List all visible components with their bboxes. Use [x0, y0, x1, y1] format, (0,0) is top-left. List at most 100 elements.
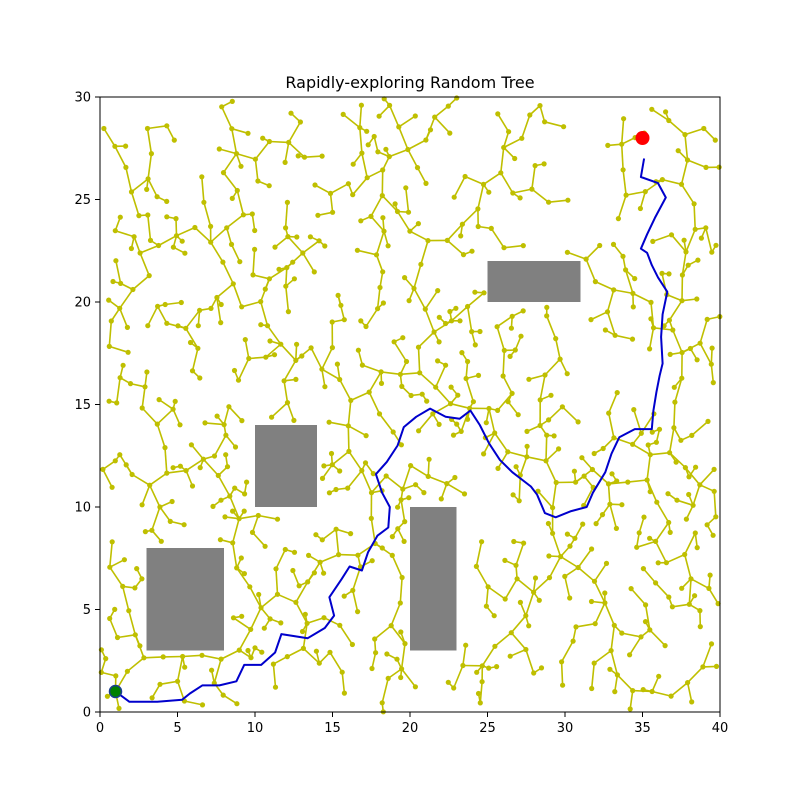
tree-node	[167, 518, 173, 525]
tree-node	[536, 597, 542, 603]
path-line	[114, 158, 669, 703]
tree-node	[695, 257, 701, 263]
tree-node	[385, 675, 391, 682]
tree-edge	[389, 148, 409, 158]
tree-node	[647, 489, 653, 495]
tree-edge	[287, 236, 304, 254]
tree-edge	[575, 622, 596, 628]
tree-node	[591, 450, 597, 457]
tree-node	[291, 549, 298, 555]
tree-edge	[341, 672, 346, 694]
tree-node	[117, 452, 123, 458]
tree-node	[403, 358, 410, 365]
tree-node	[438, 496, 444, 502]
tree-edge	[402, 465, 412, 490]
y-axis: 0 5 10 15 20 25 30	[74, 91, 100, 721]
tree-edge	[699, 319, 708, 344]
tree-edge	[708, 587, 719, 605]
tree-edge	[467, 292, 485, 308]
tree-edge	[115, 260, 122, 284]
tree-node	[408, 463, 414, 469]
tree-node	[479, 679, 485, 685]
tree-node	[156, 242, 162, 249]
tree-node	[345, 181, 351, 187]
tree-node	[286, 139, 292, 145]
tree-node	[248, 626, 254, 633]
tree-node	[234, 187, 240, 194]
tree-edge	[251, 213, 256, 231]
tree-node	[230, 281, 236, 287]
tree-node	[619, 502, 625, 508]
tree-node	[567, 543, 573, 549]
tree-node	[208, 223, 214, 229]
tree-edge	[548, 406, 563, 421]
tree-node	[688, 576, 694, 582]
tree-node	[329, 319, 335, 325]
tree-node	[98, 669, 104, 676]
tree-edge	[285, 286, 290, 312]
tree-edge	[304, 155, 323, 158]
tree-edge	[156, 305, 168, 324]
tree-edge	[272, 664, 277, 688]
tree-node	[127, 381, 134, 387]
tree-node	[518, 333, 524, 339]
tree-edge	[604, 602, 616, 626]
tree-edge	[672, 603, 690, 608]
tree-node	[284, 265, 290, 271]
tree-edge	[236, 567, 251, 588]
tree-node	[369, 665, 375, 672]
tree-edge	[283, 380, 289, 403]
obstacle	[487, 261, 581, 302]
tree-node	[612, 332, 618, 338]
tree-node	[126, 608, 132, 614]
tree-edge	[670, 234, 687, 253]
tree-edge	[361, 152, 368, 178]
tree-edge	[585, 258, 597, 282]
tree-node	[397, 600, 403, 606]
tree-edge	[147, 153, 153, 180]
tree-node	[373, 650, 379, 656]
tree-node	[573, 624, 579, 630]
tree-node	[649, 429, 655, 435]
tree-edge	[639, 191, 647, 209]
tree-node	[461, 491, 468, 497]
tree-node	[308, 345, 314, 351]
tree-node	[266, 183, 272, 189]
tree-node	[120, 362, 126, 368]
x-tick-label: 30	[557, 721, 574, 736]
tree-node	[375, 306, 381, 312]
tree-node	[316, 660, 322, 666]
tree-edge	[151, 506, 161, 531]
tree-node	[114, 400, 120, 406]
tree-node	[327, 649, 333, 655]
tree-node	[641, 514, 647, 520]
tree-node	[443, 320, 449, 327]
tree-node	[338, 302, 344, 308]
tree-edge	[710, 364, 715, 383]
tree-node	[492, 643, 498, 649]
tree-edge	[452, 665, 464, 689]
tree-edge	[339, 624, 354, 645]
tree-edge	[286, 647, 304, 658]
tree-node	[687, 345, 694, 352]
tree-node	[145, 212, 151, 218]
tree-node	[216, 146, 222, 152]
tree-edge	[201, 654, 222, 660]
tree-edge	[362, 364, 382, 373]
tree-node	[659, 270, 665, 276]
tree-node	[694, 357, 700, 363]
tree-edge	[614, 674, 619, 692]
tree-node	[550, 530, 556, 536]
tree-node	[571, 468, 578, 474]
tree-node	[117, 214, 123, 220]
tree-node	[350, 161, 356, 167]
tree-node	[227, 493, 233, 499]
tree-node	[709, 249, 715, 255]
tree-node	[475, 223, 481, 230]
tree-node	[123, 164, 129, 170]
tree-edge	[627, 479, 648, 483]
tree-node	[234, 701, 240, 707]
tree-edge	[609, 503, 618, 529]
tree-node	[101, 125, 107, 132]
tree-edge	[450, 402, 470, 410]
